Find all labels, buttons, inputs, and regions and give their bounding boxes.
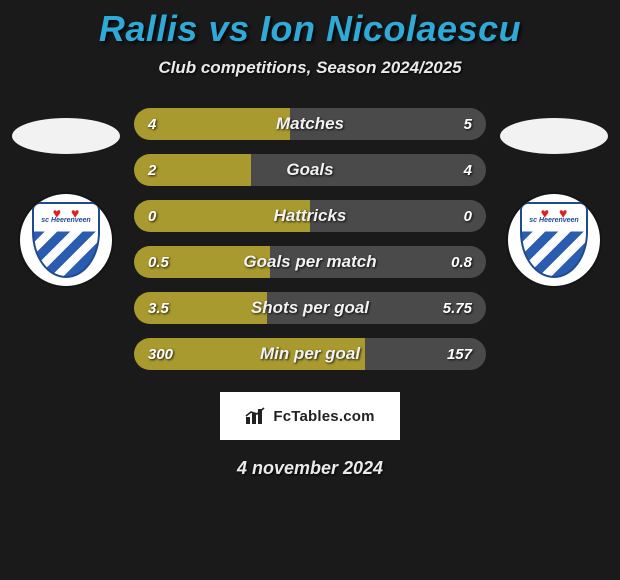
stat-bars: 45Matches 24Goals 00Hattricks 0.50.8Goals p… [134,108,486,370]
bar-left-fill [134,200,310,232]
bar-left-fill [134,246,270,278]
bar-right-fill [365,338,486,370]
bar-left-fill [134,108,290,140]
date-label: 4 november 2024 [0,458,620,479]
stat-bar: 00Hattricks [134,200,486,232]
club-right-badge-inner: ♥♥ sc Heerenveen [520,202,588,278]
bar-left-fill [134,338,365,370]
club-left-badge-inner: ♥♥ sc Heerenveen [32,202,100,278]
brand-text: FcTables.com [273,408,374,425]
bar-right-fill [267,292,486,324]
stat-bar: 300157Min per goal [134,338,486,370]
bar-left-fill [134,154,251,186]
main-row: ♥♥ sc Heerenveen 45Matches 24Goals 00Hattr… [0,108,620,370]
bar-right-fill [290,108,486,140]
player-right-avatar [500,118,608,154]
stat-bar: 45Matches [134,108,486,140]
club-right-badge: ♥♥ sc Heerenveen [508,194,600,286]
stat-bar: 0.50.8Goals per match [134,246,486,278]
brand-chart-icon [245,407,267,425]
page-title: Rallis vs Ion Nicolaescu [99,8,521,49]
subtitle: Club competitions, Season 2024/2025 [0,58,620,78]
bar-left-fill [134,292,267,324]
club-right-name: sc Heerenveen [520,217,588,224]
stat-bar: 3.55.75Shots per goal [134,292,486,324]
brand-box[interactable]: FcTables.com [220,392,400,440]
stat-bar: 24Goals [134,154,486,186]
club-left-name: sc Heerenveen [32,217,100,224]
right-column: ♥♥ sc Heerenveen [494,108,614,286]
club-left-badge: ♥♥ sc Heerenveen [20,194,112,286]
bar-right-fill [270,246,486,278]
player-left-avatar [12,118,120,154]
comparison-card: Rallis vs Ion Nicolaescu Club competitio… [0,0,620,479]
left-column: ♥♥ sc Heerenveen [6,108,126,286]
bar-right-fill [310,200,486,232]
title-row: Rallis vs Ion Nicolaescu [0,8,620,50]
bar-right-fill [251,154,486,186]
